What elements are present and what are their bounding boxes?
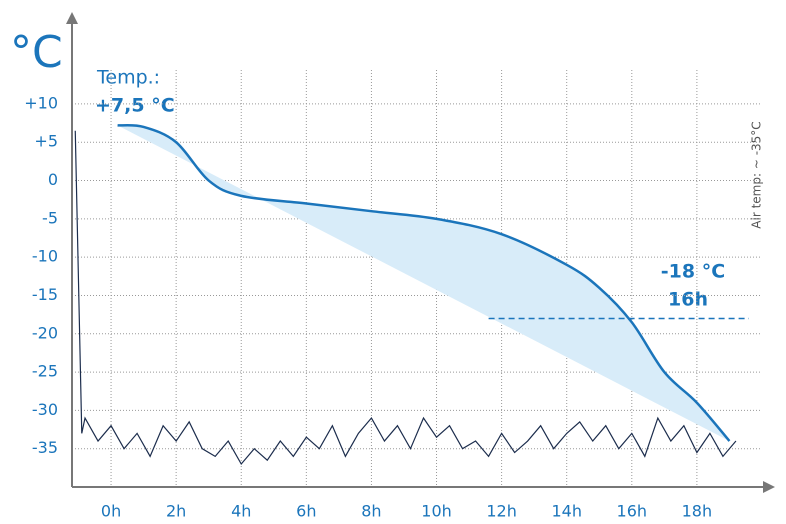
y-axis-label: °C	[10, 27, 63, 78]
x-tick-label: 2h	[166, 502, 186, 521]
y-tick-label: -15	[32, 285, 58, 304]
annotation: 16h	[668, 289, 708, 311]
y-tick-label: -20	[32, 323, 58, 342]
x-tick-label: 10h	[421, 502, 452, 521]
y-tick-label: -25	[32, 362, 58, 381]
x-tick-label: 12h	[486, 502, 517, 521]
line	[74, 130, 737, 466]
y-tick-label: +10	[24, 93, 58, 112]
x-tick-label: 18h	[682, 502, 713, 521]
x-tick-label: 16h	[617, 502, 648, 521]
line	[117, 123, 731, 442]
x-axis-arrow	[763, 481, 775, 493]
y-tick-label: -5	[42, 208, 58, 227]
y-tick-label: -10	[32, 247, 58, 266]
annotation: Air temp: ~ -35°C	[750, 121, 764, 228]
y-axis-arrow	[66, 12, 78, 24]
y-tick-label: +5	[34, 132, 58, 151]
annotation: -18 °C	[661, 261, 725, 283]
annotation: +7,5 °C	[95, 95, 175, 117]
x-tick-label: 4h	[231, 502, 251, 521]
x-tick-label: 0h	[101, 502, 121, 521]
y-tick-label: 0	[48, 170, 58, 189]
y-tick-label: -35	[32, 438, 58, 457]
x-tick-label: 8h	[361, 502, 381, 521]
shaded-area	[117, 125, 730, 442]
annotation: Temp.:	[96, 67, 160, 89]
x-tick-label: 14h	[551, 502, 582, 521]
y-tick-label: -30	[32, 400, 58, 419]
x-tick-label: 6h	[296, 502, 316, 521]
